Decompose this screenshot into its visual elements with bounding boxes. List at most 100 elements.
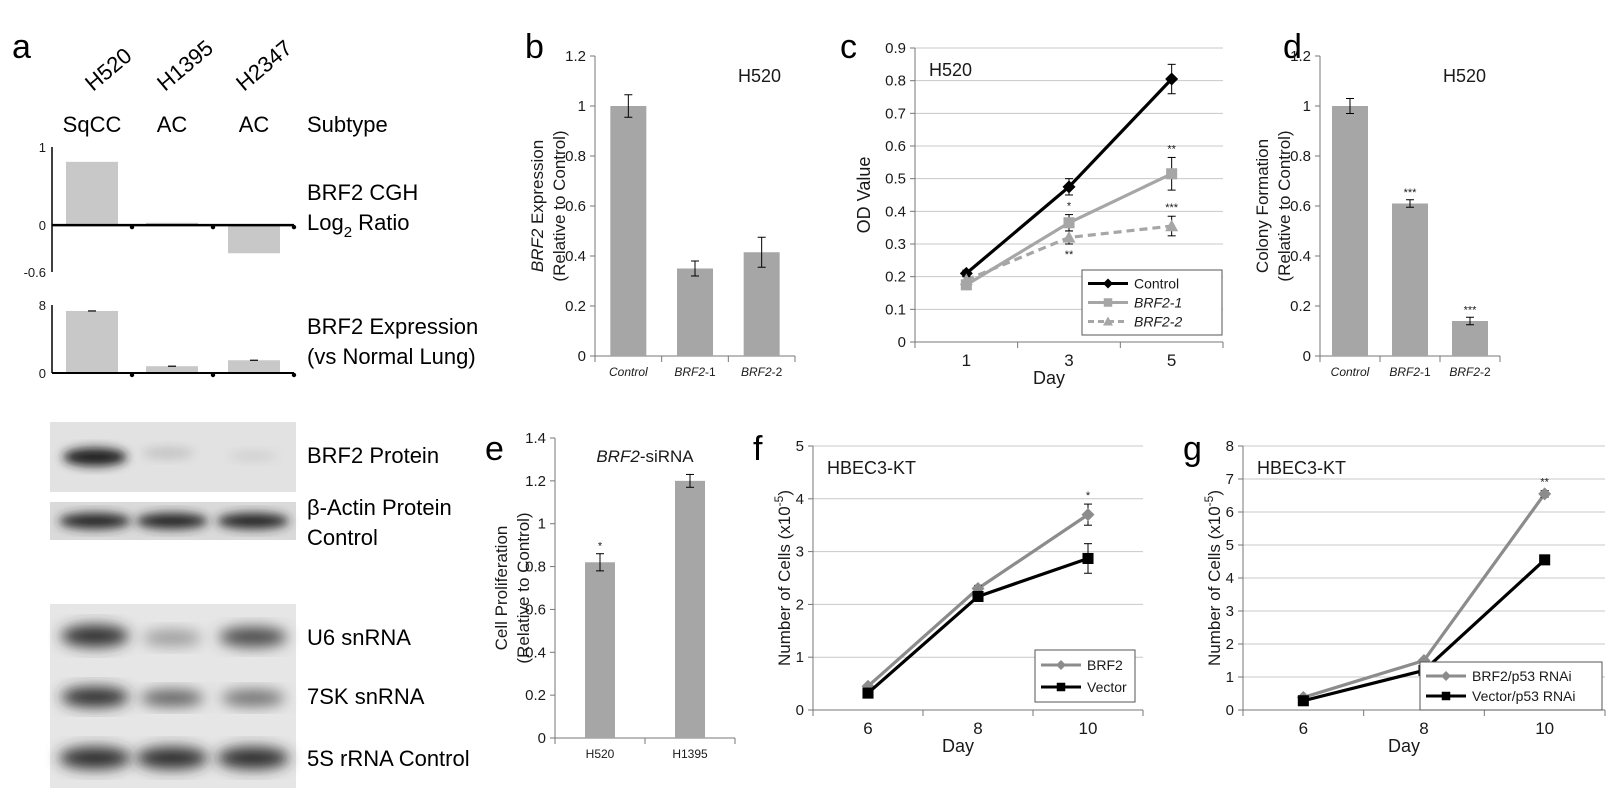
data-point	[1166, 168, 1178, 180]
y-axis-label: Colony Formation	[1253, 139, 1272, 273]
y-tick-label: 0.6	[525, 601, 546, 618]
expression-bar	[66, 310, 118, 373]
category-label: H520	[586, 747, 615, 761]
y-tick-label: 3	[1226, 603, 1234, 620]
y-tick-label: 0.6	[1290, 198, 1311, 215]
bar	[610, 106, 647, 356]
data-point	[1538, 487, 1552, 501]
chart-f: 0 1 2 3 4 5 6 8 10 Day Number of Cells (x10-5) * HBE…	[772, 438, 1144, 756]
y-axis-label-sup: -5	[1202, 495, 1216, 506]
chart-g: 0 1 2 3 4 5 6 7 8 6 8 10 Day Number of Cells (x10-5) *…	[1202, 438, 1606, 756]
bar	[675, 480, 705, 738]
actin-blot	[50, 502, 296, 540]
y-tick-label: 1	[1303, 98, 1311, 115]
y-axis-label: Number of Cells (x10-5)	[772, 490, 794, 666]
panel-letter-g: g	[1183, 430, 1202, 468]
y-tick-label: 0.6	[565, 198, 586, 215]
y-tick-label: 3	[796, 544, 804, 561]
chart-d: 00.20.40.60.811.2Control***BRF2-1***BRF2…	[1253, 48, 1501, 379]
inset-label: HBEC3-KT	[1257, 458, 1346, 478]
significance-marker: **	[1065, 249, 1074, 261]
y-tick-label: 0.2	[565, 298, 586, 315]
category-label-italic: Control	[609, 365, 648, 379]
cell-line-label-h2347: H2347	[231, 35, 297, 96]
expression-label: BRF2 Expression	[307, 314, 478, 339]
y-tick-label: 0.4	[1290, 248, 1311, 265]
y-axis-label-text: Colony Formation	[1253, 139, 1272, 273]
cgh-bar	[228, 225, 280, 254]
chart-c: 0 0.1 0.2 0.3 0.4 0.5 0.6 0.7 0.8 0.9 1 3 5 Day OD Val…	[854, 40, 1224, 388]
y-tick-label: 4	[796, 491, 804, 508]
y-tick-label: 0	[578, 348, 586, 365]
y-tick-label: 2	[1226, 636, 1234, 653]
actin-label-control: Control	[307, 525, 378, 550]
data-point	[862, 687, 874, 699]
y-axis-label-italic: BRF2	[528, 228, 547, 272]
chart-e: 0 0.2 0.4 0.6 0.8 1 1.2 1.4 * H520 H1395 Cell Proli…	[492, 430, 736, 761]
significance-marker: *	[598, 541, 603, 553]
expression-axis-tick	[129, 372, 135, 378]
bar	[585, 562, 615, 738]
category-label: BRF2-2	[1449, 365, 1491, 379]
legend-label: Vector	[1087, 679, 1127, 695]
category-label-text: -1	[705, 365, 716, 379]
x-tick-label: 10	[1535, 719, 1554, 738]
significance-marker: **	[1540, 477, 1549, 489]
cgh-tick-label: -0.6	[24, 265, 46, 280]
significance-marker: ***	[1464, 304, 1478, 316]
legend-label: BRF2/p53 RNAi	[1472, 668, 1572, 684]
y-tick-label: 0.8	[525, 559, 546, 576]
y-tick-label: 0.6	[885, 138, 906, 155]
legend-box	[1034, 649, 1136, 703]
x-axis-label: Day	[1033, 368, 1065, 388]
category-label: Control	[609, 365, 648, 379]
data-point	[1441, 691, 1451, 701]
category-label-text: -1	[1420, 365, 1431, 379]
bar	[677, 268, 713, 356]
category-label-italic: BRF2	[1389, 365, 1420, 379]
y-axis-label-text: Cell Proliferation	[492, 526, 511, 651]
x-tick-label: 8	[1419, 719, 1428, 738]
expression-tick-label: 0	[39, 366, 46, 381]
category-label-italic: BRF2	[1449, 365, 1480, 379]
bar	[1452, 321, 1488, 356]
category-label: BRF2-1	[1389, 365, 1431, 379]
cgh-axis-tick	[210, 224, 216, 230]
expression-axis-tick	[291, 372, 297, 378]
y-axis-label-text: Number of Cells (x10	[1205, 506, 1224, 666]
y-tick-label: 0.5	[885, 171, 906, 188]
panel-letter-b: b	[525, 28, 544, 66]
5s-label: 5S rRNA Control	[307, 746, 470, 771]
panel-letter-e: e	[485, 430, 504, 468]
panel-a: a H520 H1395 H2347 SqCC AC AC Subtype 1 0…	[12, 28, 478, 788]
x-axis-label: Day	[942, 736, 974, 756]
expression-axis-tick	[210, 372, 216, 378]
y-tick-label: 0	[538, 730, 546, 747]
data-point	[1165, 72, 1179, 86]
actin-label: β-Actin Protein	[307, 495, 452, 520]
cgh-label: BRF2 CGH	[307, 180, 418, 205]
y-tick-label: 1	[578, 98, 586, 115]
data-point	[1297, 695, 1309, 707]
x-tick-label: 5	[1167, 351, 1176, 370]
category-label: BRF2-1	[674, 365, 716, 379]
y-axis-label: Number of Cells (x10-5)	[1202, 490, 1224, 666]
rna-blot	[50, 604, 296, 788]
subtype-label-h2347: AC	[239, 112, 270, 137]
legend-label: BRF2	[1087, 657, 1123, 673]
y-axis-label-sup: -5	[772, 495, 786, 506]
data-point	[1082, 552, 1094, 564]
inset-label: HBEC3-KT	[827, 458, 916, 478]
data-point	[1441, 671, 1451, 681]
inset-label-italic: BRF2	[596, 447, 640, 466]
expression-chart: 80	[39, 298, 297, 381]
panel-letter-a: a	[12, 28, 31, 66]
y-axis-label-line2: (Relative to Control)	[1275, 130, 1294, 281]
subtype-header: Subtype	[307, 112, 388, 137]
y-axis-label: Cell Proliferation	[492, 526, 511, 651]
data-point	[1056, 660, 1066, 670]
category-label-italic: BRF2	[741, 365, 772, 379]
panel-letter-f: f	[753, 430, 763, 468]
significance-marker: *	[1086, 490, 1091, 502]
expression-label-sub: (vs Normal Lung)	[307, 344, 476, 369]
